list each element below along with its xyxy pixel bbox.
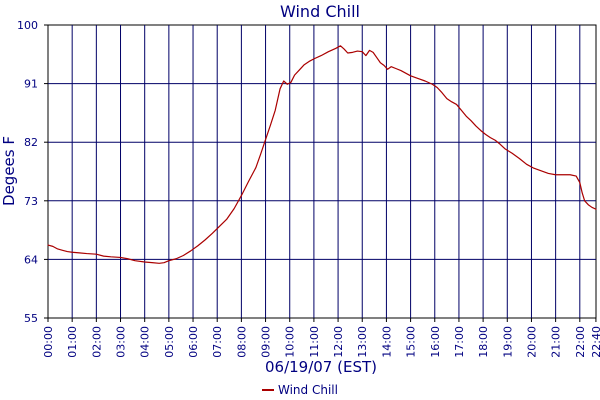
y-tick-label: 82 [24, 136, 38, 149]
x-axis-label: 06/19/07 (EST) [265, 358, 377, 376]
plot-area [47, 24, 597, 319]
x-tick-label: 17:00 [453, 326, 466, 358]
x-tick-label: 18:00 [477, 326, 490, 358]
x-tick-label: 15:00 [405, 326, 418, 358]
y-tick-label: 55 [24, 312, 38, 325]
x-tick-label: 11:00 [308, 326, 321, 358]
y-tick-label: 100 [17, 19, 38, 32]
x-tick-label: 10:00 [284, 326, 297, 358]
y-tick-label: 91 [24, 78, 38, 91]
x-tick-label: 22:40 [590, 326, 600, 358]
x-tick-label: 09:00 [260, 326, 273, 358]
legend-label: Wind Chill [278, 383, 338, 397]
x-tick-label: 00:00 [42, 326, 55, 358]
x-tick-label: 06:00 [187, 326, 200, 358]
x-tick-label: 04:00 [139, 326, 152, 358]
x-tick-label: 02:00 [90, 326, 103, 358]
x-tick-label: 20:00 [525, 326, 538, 358]
x-tick-label: 12:00 [332, 326, 345, 358]
y-axis-label: Degees F [0, 136, 18, 206]
series-line-wind-chill [47, 45, 597, 264]
x-tick-label: 16:00 [429, 326, 442, 358]
x-tick-label: 07:00 [211, 326, 224, 358]
x-tick-label: 13:00 [356, 326, 369, 358]
x-tick-label: 05:00 [163, 326, 176, 358]
y-tick-label: 64 [24, 253, 38, 266]
chart-title: Wind Chill [280, 2, 360, 21]
x-tick-label: 03:00 [115, 326, 128, 358]
x-tick-label: 14:00 [380, 326, 393, 358]
x-tick-label: 21:00 [550, 326, 563, 358]
x-tick-label: 08:00 [235, 326, 248, 358]
y-tick-label: 73 [24, 195, 38, 208]
x-tick-label: 01:00 [66, 326, 79, 358]
x-tick-label: 22:00 [574, 326, 587, 358]
x-tick-label: 19:00 [501, 326, 514, 358]
